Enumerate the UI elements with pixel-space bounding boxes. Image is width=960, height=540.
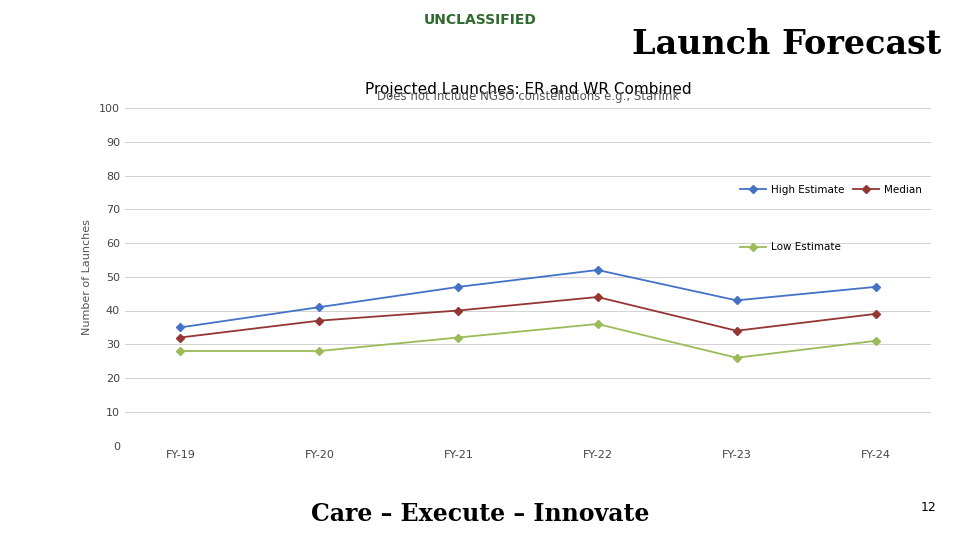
Low Estimate xyxy=(731,354,742,361)
Text: Launch Forecast: Launch Forecast xyxy=(632,28,941,61)
Median xyxy=(175,334,186,341)
Median xyxy=(453,307,465,314)
Low Estimate xyxy=(175,348,186,354)
High Estimate xyxy=(870,284,881,290)
Y-axis label: Number of Launches: Number of Launches xyxy=(82,219,92,335)
Line: Low Estimate: Low Estimate xyxy=(178,321,878,361)
Text: Projected Launches: ER and WR Combined: Projected Launches: ER and WR Combined xyxy=(365,82,691,97)
Median xyxy=(731,327,742,334)
Low Estimate xyxy=(453,334,465,341)
High Estimate xyxy=(731,297,742,303)
Text: 12: 12 xyxy=(921,501,936,514)
Low Estimate xyxy=(314,348,325,354)
Median xyxy=(591,294,603,300)
High Estimate xyxy=(591,267,603,273)
Low Estimate xyxy=(591,321,603,327)
Median xyxy=(870,310,881,317)
Legend: Low Estimate: Low Estimate xyxy=(736,238,846,256)
Text: Does not include NGSO constellations e.g., Starlink: Does not include NGSO constellations e.g… xyxy=(377,90,679,103)
Low Estimate xyxy=(870,338,881,344)
Line: Median: Median xyxy=(178,294,878,340)
High Estimate xyxy=(314,304,325,310)
Line: High Estimate: High Estimate xyxy=(178,267,878,330)
Median xyxy=(314,318,325,324)
High Estimate xyxy=(453,284,465,290)
Text: UNCLASSIFIED: UNCLASSIFIED xyxy=(423,13,537,27)
Text: Care – Execute – Innovate: Care – Execute – Innovate xyxy=(311,502,649,526)
High Estimate xyxy=(175,324,186,330)
